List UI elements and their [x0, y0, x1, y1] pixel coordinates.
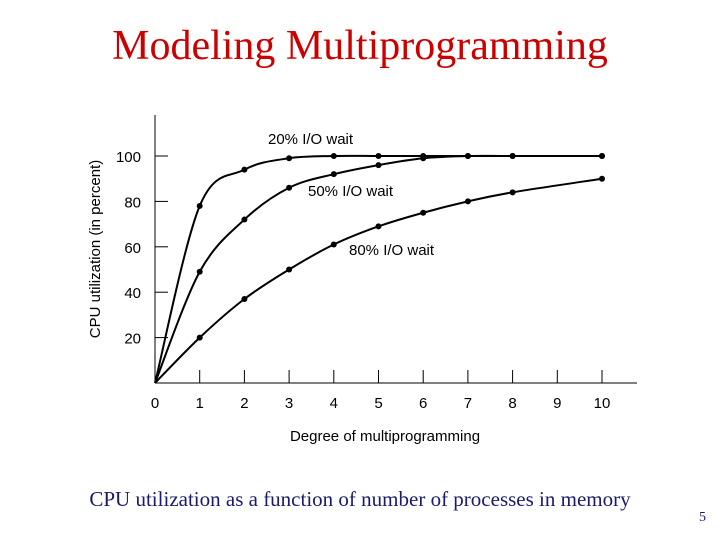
- data-point: [509, 153, 516, 159]
- x-axis-label: Degree of multiprogramming: [290, 428, 480, 445]
- data-point: [375, 223, 382, 230]
- data-point: [196, 268, 203, 275]
- data-point: [464, 153, 471, 159]
- x-tick-label: 7: [464, 395, 472, 412]
- page-number: 5: [699, 510, 706, 525]
- data-point: [286, 266, 293, 273]
- data-point: [375, 162, 382, 169]
- data-point: [241, 216, 248, 223]
- y-tick-label: 80: [124, 194, 141, 211]
- x-tick-label: 6: [419, 395, 427, 412]
- slide-title: Modeling Multiprogramming: [112, 23, 608, 69]
- slide-caption: CPU utilization as a function of number …: [89, 487, 631, 511]
- x-ticks: 0 1 2 3 4 5 6 7 8 9 10: [151, 370, 611, 412]
- data-point: [286, 184, 293, 191]
- data-point: [330, 241, 337, 248]
- data-point: [509, 189, 516, 196]
- y-ticks: 20 40 60 80 100: [116, 149, 168, 348]
- y-tick-label: 100: [116, 149, 141, 166]
- data-point: [464, 198, 471, 205]
- x-tick-label: 4: [330, 395, 338, 412]
- data-point: [375, 153, 382, 159]
- data-point: [330, 153, 337, 159]
- y-tick-label: 60: [124, 240, 141, 257]
- data-point: [286, 155, 293, 162]
- series-label-50: 50% I/O wait: [308, 183, 394, 200]
- series-label-80: 80% I/O wait: [349, 242, 435, 259]
- y-tick-label: 40: [124, 285, 141, 302]
- series-label-20: 20% I/O wait: [268, 131, 354, 148]
- data-point: [241, 166, 248, 173]
- x-tick-label: 8: [508, 395, 516, 412]
- y-axis-label: CPU utilization (in percent): [87, 160, 104, 338]
- y-tick-label: 20: [124, 331, 141, 348]
- series-line-1: [154, 154, 602, 384]
- x-tick-label: 1: [196, 395, 204, 412]
- data-point: [196, 334, 203, 341]
- x-tick-label: 3: [285, 395, 293, 412]
- data-point: [196, 202, 203, 209]
- data-point: [420, 209, 427, 216]
- x-tick-label: 5: [374, 395, 382, 412]
- series-line-2: [154, 177, 603, 384]
- x-tick-label: 2: [240, 395, 248, 412]
- series-points: [196, 153, 605, 341]
- data-point: [599, 153, 605, 159]
- x-tick-label: 10: [594, 395, 611, 412]
- x-tick-label: 9: [553, 395, 561, 412]
- data-point: [599, 175, 605, 182]
- data-point: [420, 155, 427, 162]
- data-point: [241, 296, 248, 303]
- data-point: [330, 171, 337, 178]
- x-tick-label: 0: [151, 395, 159, 412]
